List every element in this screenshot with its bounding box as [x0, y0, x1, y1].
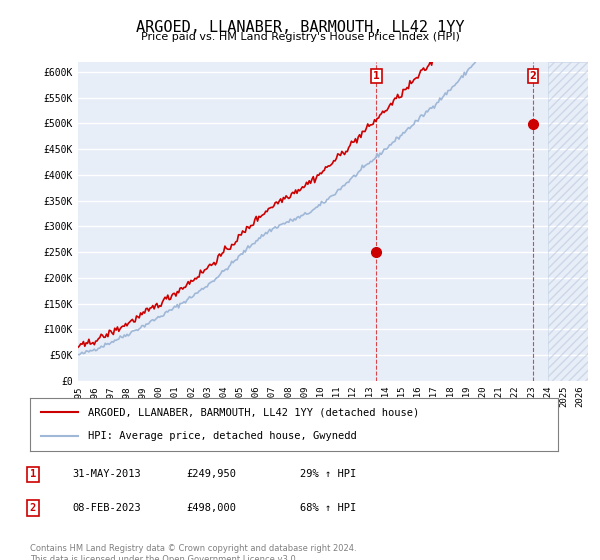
Text: 68% ↑ HPI: 68% ↑ HPI: [300, 503, 356, 513]
Text: 29% ↑ HPI: 29% ↑ HPI: [300, 469, 356, 479]
Text: 31-MAY-2013: 31-MAY-2013: [72, 469, 141, 479]
Text: £498,000: £498,000: [186, 503, 236, 513]
Text: 1: 1: [373, 71, 380, 81]
Text: 08-FEB-2023: 08-FEB-2023: [72, 503, 141, 513]
Text: 2: 2: [530, 71, 536, 81]
Text: Contains HM Land Registry data © Crown copyright and database right 2024.
This d: Contains HM Land Registry data © Crown c…: [30, 544, 356, 560]
Text: Price paid vs. HM Land Registry's House Price Index (HPI): Price paid vs. HM Land Registry's House …: [140, 32, 460, 42]
Text: £249,950: £249,950: [186, 469, 236, 479]
Text: ARGOED, LLANABER, BARMOUTH, LL42 1YY: ARGOED, LLANABER, BARMOUTH, LL42 1YY: [136, 20, 464, 35]
Text: HPI: Average price, detached house, Gwynedd: HPI: Average price, detached house, Gwyn…: [88, 431, 357, 441]
Text: 2: 2: [30, 503, 36, 513]
Text: ARGOED, LLANABER, BARMOUTH, LL42 1YY (detached house): ARGOED, LLANABER, BARMOUTH, LL42 1YY (de…: [88, 408, 419, 418]
Text: 1: 1: [30, 469, 36, 479]
